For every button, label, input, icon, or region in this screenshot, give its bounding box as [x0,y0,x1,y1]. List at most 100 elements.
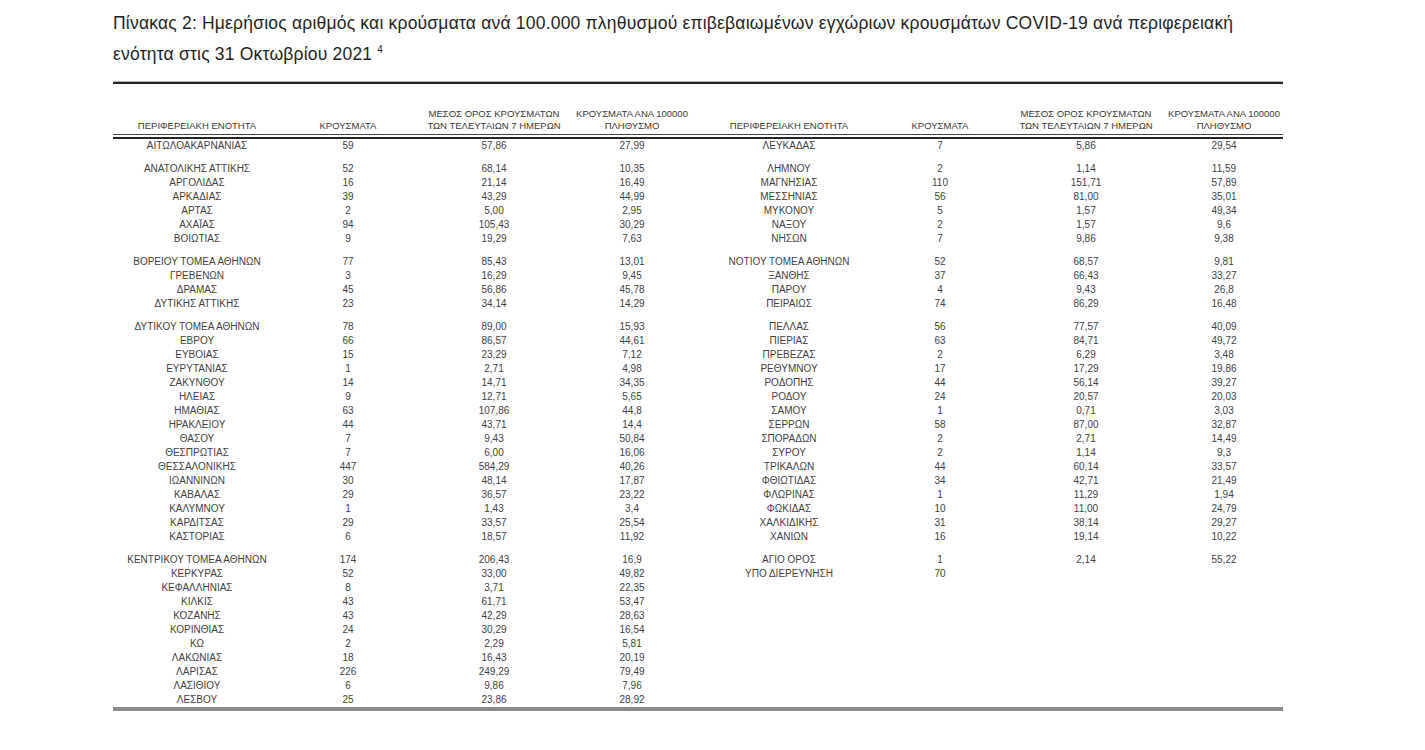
table-row: ΚΟΡΙΝΘΙΑΣ2430,2916,54 [113,623,1283,637]
header-column-gap [691,108,705,135]
cases-cell: 2 [873,432,1007,446]
region-cell: ΑΝΑΤΟΛΙΚΗΣ ΑΤΤΙΚΗΣ [113,162,281,176]
per100k-cell [1165,623,1283,637]
per100k-cell: 50,84 [573,432,691,446]
per100k-cell: 29,54 [1165,138,1283,153]
page-title-line2: ενότητα στις 31 Οκτωβρίου 2021 4 [113,39,1283,70]
per100k-cell: 14,29 [573,297,691,311]
per100k-cell: 33,57 [1165,460,1283,474]
per100k-cell: 16,48 [1165,297,1283,311]
cases-cell: 16 [873,530,1007,544]
per100k-cell: 11,59 [1165,162,1283,176]
column-gap [691,446,705,460]
table-row: ΑΙΤΩΛΟΑΚΑΡΝΑΝΙΑΣ5957,8627,99ΛΕΥΚΑΔΑΣ75,8… [113,138,1283,153]
group-gap-row [113,246,1283,255]
column-gap [691,334,705,348]
avg7-cell: 23,29 [415,348,573,362]
region-cell: ΧΑΝΙΩΝ [705,530,873,544]
avg7-cell: 0,71 [1007,404,1165,418]
column-gap [691,418,705,432]
per100k-cell: 10,22 [1165,530,1283,544]
cases-cell: 34 [873,474,1007,488]
table-row: ΛΕΣΒΟΥ2523,8628,92 [113,693,1283,709]
avg7-cell: 16,29 [415,269,573,283]
region-cell: ΘΑΣΟΥ [113,432,281,446]
per100k-cell: 9,3 [1165,446,1283,460]
region-cell: ΜΕΣΣΗΝΙΑΣ [705,190,873,204]
avg7-cell: 16,43 [415,651,573,665]
per100k-cell: 2,95 [573,204,691,218]
per100k-cell: 10,35 [573,162,691,176]
avg7-cell: 86,57 [415,334,573,348]
region-cell: ΑΧΑΪΑΣ [113,218,281,232]
region-cell: ΒΟΙΩΤΙΑΣ [113,232,281,246]
cases-cell: 43 [281,595,415,609]
cases-cell: 39 [281,190,415,204]
per100k-cell: 28,92 [573,693,691,709]
table-row: ΚΟΖΑΝΗΣ4342,2928,63 [113,609,1283,623]
per100k-cell: 9,6 [1165,218,1283,232]
column-gap [691,255,705,269]
cases-cell: 447 [281,460,415,474]
header-avg7-right: ΜΕΣΟΣ ΟΡΟΣ ΚΡΟΥΣΜΑΤΩΝΤΩΝ ΤΕΛΕΥΤΑΙΩΝ 7 ΗΜ… [1007,108,1165,135]
region-cell: ΑΓΙΟ ΟΡΟΣ [705,553,873,567]
header-per100k-left: ΚΡΟΥΣΜΑΤΑ ΑΝΑ 100000ΠΛΗΘΥΣΜΟ [573,108,691,135]
region-cell [705,665,873,679]
region-cell [705,693,873,709]
column-gap [691,432,705,446]
table-row: ΑΡΚΑΔΙΑΣ3943,2944,99ΜΕΣΣΗΝΙΑΣ5681,0035,0… [113,190,1283,204]
column-gap [691,516,705,530]
region-cell: ΣΠΟΡΑΔΩΝ [705,432,873,446]
avg7-cell: 42,71 [1007,474,1165,488]
covid-cases-table: ΠΕΡΙΦΕΡΕΙΑΚΗ ΕΝΟΤΗΤΑ ΚΡΟΥΣΜΑΤΑ ΜΕΣΟΣ ΟΡΟ… [113,108,1283,711]
avg7-cell: 19,14 [1007,530,1165,544]
avg7-cell: 20,57 [1007,390,1165,404]
region-cell: ΖΑΚΥΝΘΟΥ [113,376,281,390]
column-gap [691,665,705,679]
region-cell [705,679,873,693]
column-gap [691,138,705,153]
per100k-cell: 44,99 [573,190,691,204]
cases-cell: 9 [281,390,415,404]
per100k-cell: 25,54 [573,516,691,530]
per100k-cell: 5,81 [573,637,691,651]
column-gap [691,390,705,404]
column-gap [691,204,705,218]
column-gap [691,502,705,516]
region-cell: ΜΑΓΝΗΣΙΑΣ [705,176,873,190]
cases-cell: 29 [281,516,415,530]
table-row: ΚΑΣΤΟΡΙΑΣ618,5711,92ΧΑΝΙΩΝ1619,1410,22 [113,530,1283,544]
table-row: ΚΕΡΚΥΡΑΣ5233,0049,82ΥΠΟ ΔΙΕΡΕΥΝΗΣΗ70 [113,567,1283,581]
column-gap [691,348,705,362]
region-cell: ΚΕΡΚΥΡΑΣ [113,567,281,581]
region-cell: ΙΩΑΝΝΙΝΩΝ [113,474,281,488]
region-cell: ΛΑΚΩΝΙΑΣ [113,651,281,665]
avg7-cell: 77,57 [1007,320,1165,334]
per100k-cell: 16,49 [573,176,691,190]
avg7-cell: 9,43 [1007,283,1165,297]
region-cell: ΕΥΡΥΤΑΝΙΑΣ [113,362,281,376]
avg7-cell: 2,71 [1007,432,1165,446]
column-gap [691,320,705,334]
avg7-cell [1007,651,1165,665]
region-cell: ΚΟΡΙΝΘΙΑΣ [113,623,281,637]
region-cell: ΓΡΕΒΕΝΩΝ [113,269,281,283]
avg7-cell [1007,595,1165,609]
region-cell: ΒΟΡΕΙΟΥ ΤΟΜΕΑ ΑΘΗΝΩΝ [113,255,281,269]
region-cell: ΛΑΣΙΘΙΟΥ [113,679,281,693]
table-row: ΙΩΑΝΝΙΝΩΝ3048,1417,87ΦΘΙΩΤΙΔΑΣ3442,7121,… [113,474,1283,488]
column-gap [691,460,705,474]
header-row: ΠΕΡΙΦΕΡΕΙΑΚΗ ΕΝΟΤΗΤΑ ΚΡΟΥΣΜΑΤΑ ΜΕΣΟΣ ΟΡΟ… [113,108,1283,135]
cases-cell: 45 [281,283,415,297]
per100k-cell: 33,27 [1165,269,1283,283]
per100k-cell: 49,34 [1165,204,1283,218]
region-cell [705,651,873,665]
region-cell: ΚΟΖΑΝΗΣ [113,609,281,623]
region-cell: ΣΑΜΟΥ [705,404,873,418]
avg7-cell [1007,693,1165,709]
region-cell: ΗΡΑΚΛΕΙΟΥ [113,418,281,432]
avg7-cell: 56,86 [415,283,573,297]
cases-cell: 24 [281,623,415,637]
column-gap [691,404,705,418]
avg7-cell: 1,57 [1007,204,1165,218]
